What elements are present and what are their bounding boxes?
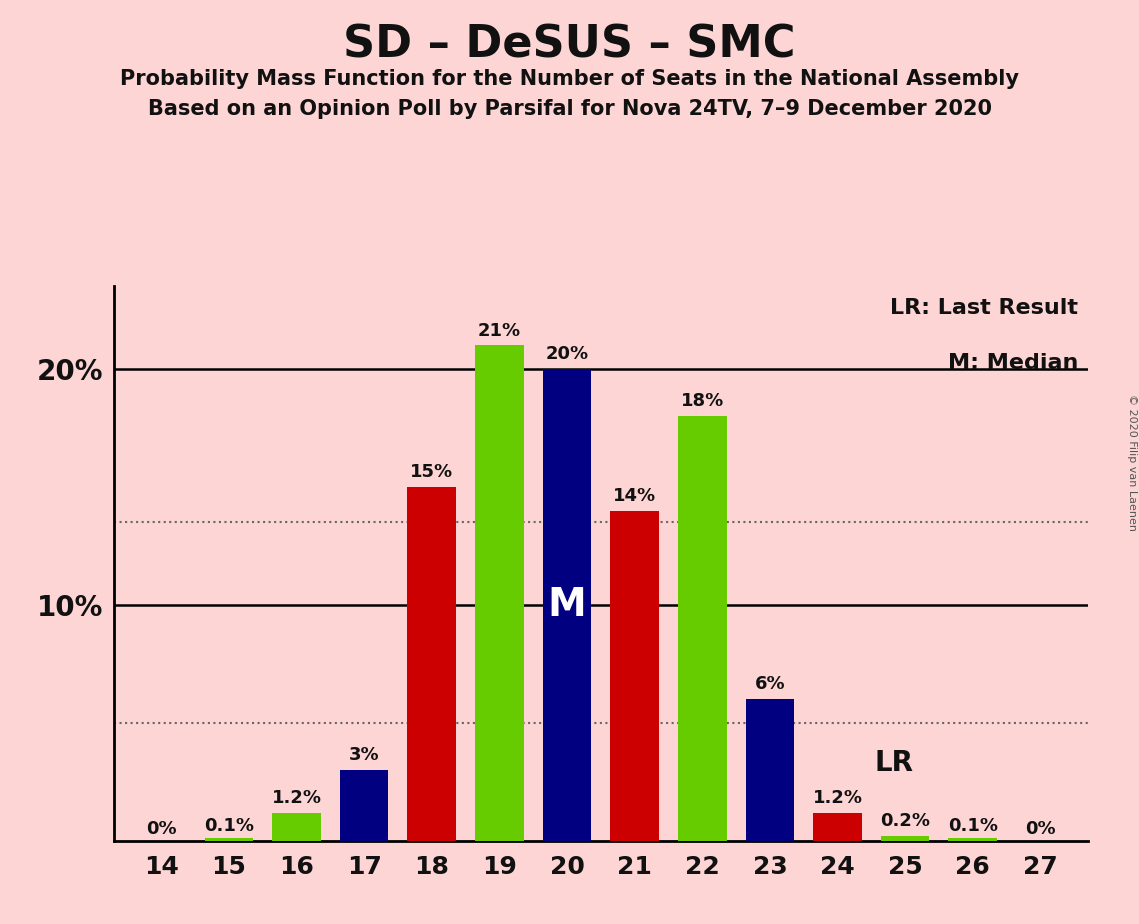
Bar xyxy=(611,511,659,841)
Bar xyxy=(678,416,727,841)
Text: 0%: 0% xyxy=(1025,820,1056,838)
Text: 0.1%: 0.1% xyxy=(948,817,998,835)
Text: 0.1%: 0.1% xyxy=(204,817,254,835)
Bar xyxy=(408,487,456,841)
Bar xyxy=(272,812,321,841)
Text: 6%: 6% xyxy=(754,675,785,693)
Bar xyxy=(542,369,591,841)
Bar xyxy=(746,699,794,841)
Bar xyxy=(475,346,524,841)
Text: LR: LR xyxy=(875,749,913,777)
Text: M: Median: M: Median xyxy=(948,353,1077,373)
Text: 14%: 14% xyxy=(613,487,656,505)
Bar xyxy=(205,838,253,841)
Text: 15%: 15% xyxy=(410,463,453,481)
Text: 1.2%: 1.2% xyxy=(271,788,321,807)
Text: 20%: 20% xyxy=(546,345,589,363)
Bar xyxy=(949,838,997,841)
Bar xyxy=(880,836,929,841)
Bar xyxy=(339,770,388,841)
Text: © 2020 Filip van Laenen: © 2020 Filip van Laenen xyxy=(1126,394,1137,530)
Text: 3%: 3% xyxy=(349,747,379,764)
Text: 0.2%: 0.2% xyxy=(880,812,931,831)
Text: SD – DeSUS – SMC: SD – DeSUS – SMC xyxy=(343,23,796,67)
Text: LR: Last Result: LR: Last Result xyxy=(890,298,1077,318)
Bar xyxy=(813,812,862,841)
Text: 18%: 18% xyxy=(681,393,724,410)
Text: 0%: 0% xyxy=(146,820,177,838)
Text: Probability Mass Function for the Number of Seats in the National Assembly: Probability Mass Function for the Number… xyxy=(120,69,1019,90)
Text: 21%: 21% xyxy=(478,322,521,339)
Text: M: M xyxy=(548,586,587,624)
Text: Based on an Opinion Poll by Parsifal for Nova 24TV, 7–9 December 2020: Based on an Opinion Poll by Parsifal for… xyxy=(147,99,992,119)
Text: 1.2%: 1.2% xyxy=(812,788,862,807)
